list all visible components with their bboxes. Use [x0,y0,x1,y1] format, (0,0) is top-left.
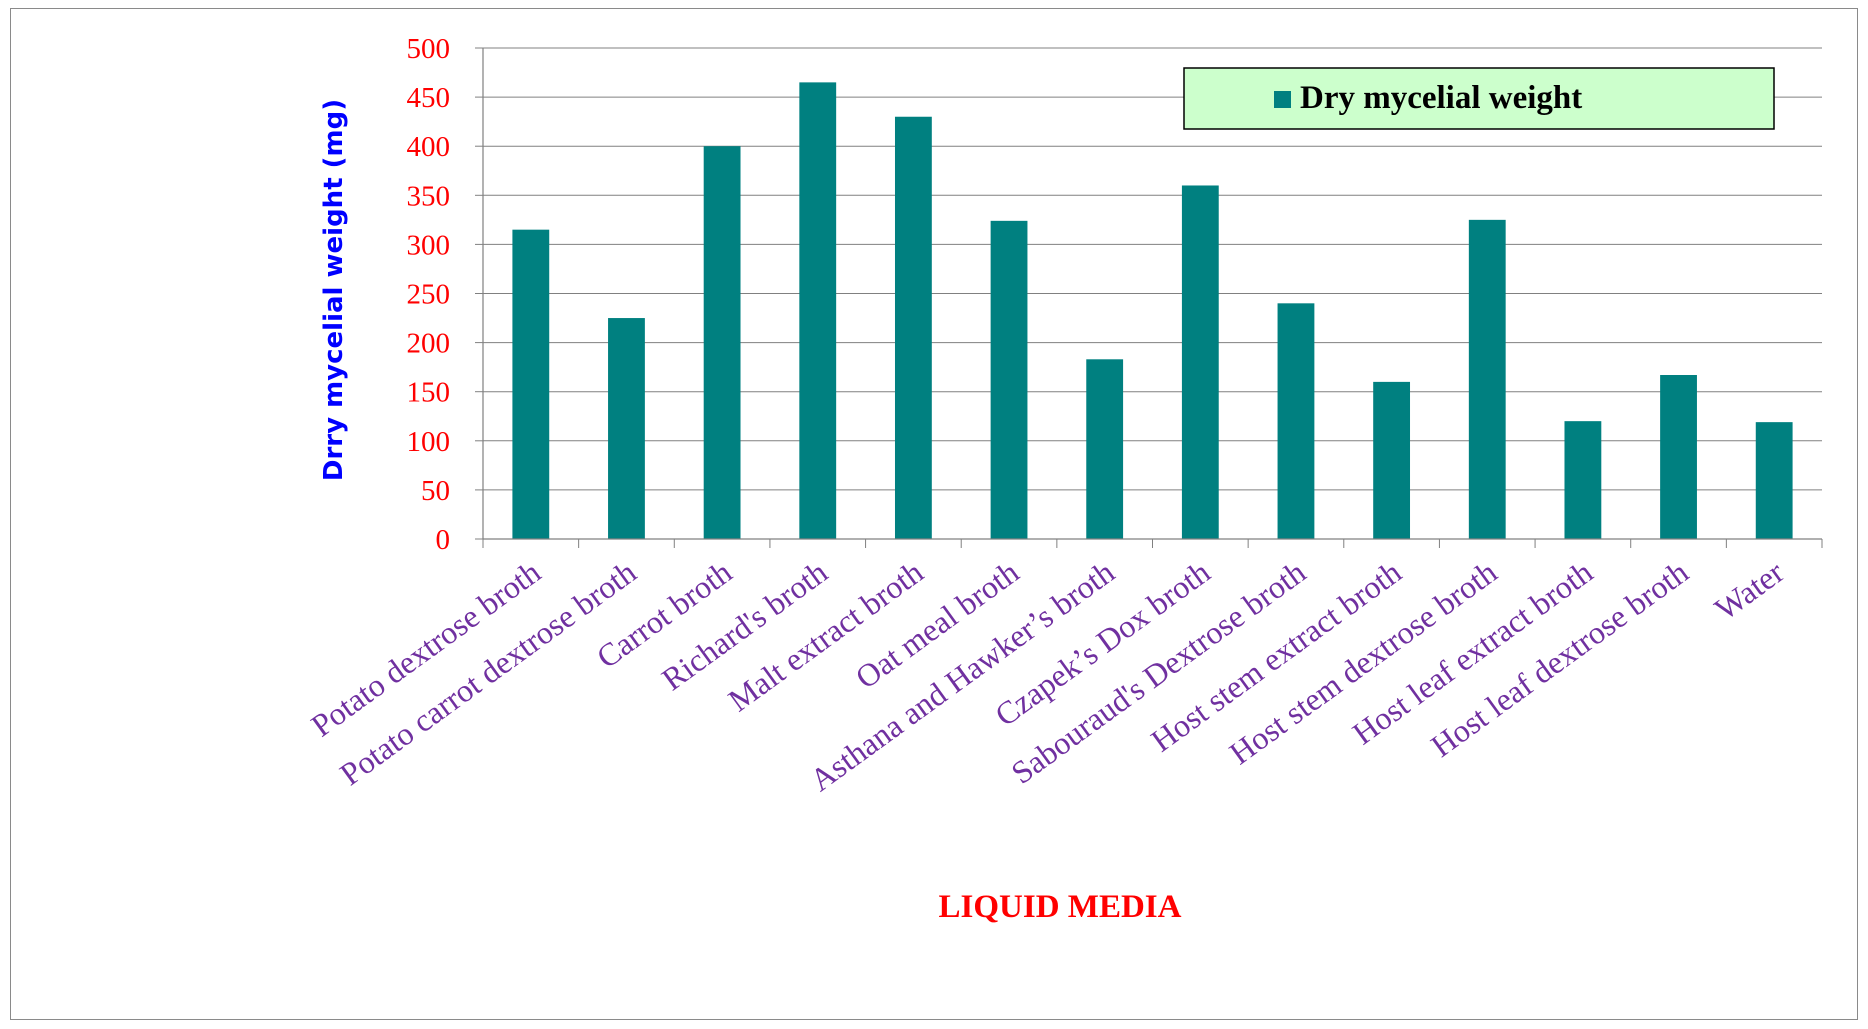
chart-frame [10,8,1858,1020]
bar [894,116,932,540]
y-tick-labels: 0 50 100 150 200 250 300 350 400 450 500 [407,33,451,556]
bar [1468,219,1506,539]
y-tick-label: 100 [407,426,451,458]
bar [1086,359,1124,539]
legend-label: Dry mycelial weight [1300,80,1582,116]
y-tick-label: 300 [407,229,451,261]
y-tick-label: 500 [407,33,451,65]
bar [1373,381,1411,539]
y-tick-label: 450 [407,82,451,114]
bar [1755,422,1793,539]
y-tick-label: 250 [407,279,451,311]
y-tick-label: 0 [436,524,451,556]
x-axis-label: LIQUID MEDIA [939,889,1182,925]
bar [1181,185,1219,540]
bar [1564,421,1602,539]
bars [512,82,1793,540]
axes [475,47,1823,548]
y-tick-label: 350 [407,180,451,212]
bar [1660,375,1697,539]
y-tick-label: 200 [407,328,451,360]
y-tick-label: 150 [407,377,451,409]
x-tick-label: Water [1708,553,1791,627]
y-tick-label: 400 [407,131,451,163]
bar [990,220,1028,539]
bar [512,229,550,540]
bar [608,318,645,539]
y-axis-label: Drry mycelial weight (mg) [319,99,349,481]
bar [1277,303,1315,539]
legend: Dry mycelial weight [1183,67,1775,130]
bar [799,82,837,540]
legend-swatch [1274,91,1291,108]
bar [703,146,741,539]
y-tick-label: 50 [421,475,450,507]
